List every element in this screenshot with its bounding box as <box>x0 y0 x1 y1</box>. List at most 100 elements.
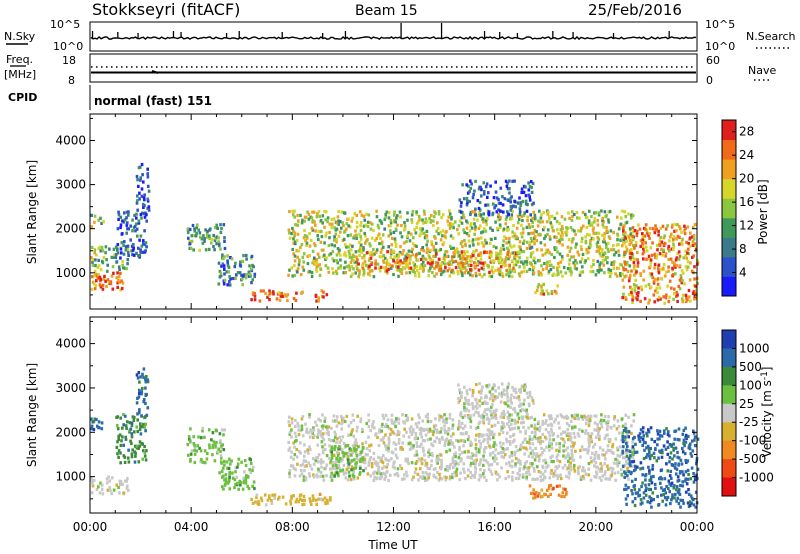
velocity-cell <box>658 433 662 437</box>
power-cell <box>424 220 427 224</box>
velocity-cell <box>290 435 293 439</box>
power-cell <box>620 263 623 267</box>
power-cell <box>630 292 634 296</box>
velocity-cell <box>537 459 541 463</box>
power-cell <box>441 213 445 217</box>
velocity-cell <box>431 433 435 437</box>
power-cell <box>693 222 697 227</box>
power-cell <box>315 269 319 273</box>
velocity-cell <box>367 425 371 429</box>
power-cell <box>501 274 505 278</box>
velocity-cell <box>338 447 341 451</box>
velocity-cell <box>471 407 475 411</box>
velocity-cell <box>463 424 467 428</box>
velocity-cell <box>530 430 534 435</box>
power-cell <box>560 215 564 219</box>
velocity-cell <box>630 431 633 435</box>
velocity-cell <box>541 422 544 426</box>
velocity-cell <box>565 474 568 478</box>
velocity-cell <box>623 487 626 491</box>
power-cell <box>590 265 593 269</box>
power-cell <box>684 249 687 253</box>
velocity-cell <box>491 386 495 390</box>
velocity-cell <box>362 469 365 473</box>
velocity-cell <box>651 464 655 468</box>
power-cell <box>139 248 142 252</box>
power-cell <box>482 212 485 216</box>
velocity-cell <box>556 453 560 457</box>
velocity-cell <box>349 433 353 437</box>
power-cell <box>332 271 335 275</box>
power-cell <box>359 235 362 239</box>
velocity-colorbar-tick-label: -1000 <box>739 471 774 485</box>
power-cell <box>288 231 291 235</box>
velocity-cell <box>647 487 651 491</box>
velocity-cell <box>201 429 204 433</box>
power-cell <box>317 255 321 259</box>
power-cell <box>579 245 583 249</box>
velocity-cell <box>592 445 595 449</box>
power-cell <box>430 214 433 218</box>
power-cell <box>679 227 682 231</box>
velocity-cell <box>402 434 405 438</box>
power-cell <box>461 273 464 278</box>
power-cell <box>555 246 558 250</box>
velocity-cell <box>531 477 534 481</box>
power-cell <box>434 241 438 245</box>
velocity-cell <box>219 454 223 458</box>
power-cell <box>406 234 409 238</box>
velocity-cell <box>680 462 684 466</box>
power-cell <box>469 263 473 267</box>
velocity-cell <box>658 437 661 441</box>
velocity-cell <box>414 432 418 436</box>
power-cell <box>125 231 128 235</box>
velocity-cell <box>493 423 497 427</box>
velocity-cell <box>479 433 482 437</box>
velocity-cell <box>666 445 670 450</box>
velocity-cell <box>251 501 255 505</box>
velocity-cell <box>303 464 307 468</box>
power-cell <box>595 242 599 246</box>
velocity-cell <box>559 432 563 436</box>
power-cell <box>94 284 98 288</box>
velocity-cell <box>363 461 367 465</box>
velocity-colorbar-tick-label: 1000 <box>739 341 770 355</box>
power-cell <box>642 247 645 251</box>
velocity-cell <box>693 444 697 448</box>
power-cell <box>352 258 355 263</box>
power-cell <box>463 261 467 266</box>
power-cell <box>558 221 561 226</box>
power-cell <box>117 210 120 214</box>
velocity-cell <box>495 416 498 420</box>
power-cell <box>316 234 319 238</box>
velocity-cell <box>503 447 506 452</box>
power-cell <box>449 234 453 238</box>
velocity-cell <box>379 459 382 463</box>
power-cell <box>253 292 256 296</box>
velocity-cell <box>322 424 325 428</box>
velocity-cell <box>244 463 248 468</box>
power-cell <box>575 216 579 220</box>
power-cell <box>630 241 633 245</box>
power-cell <box>93 220 96 224</box>
velocity-cell <box>626 494 629 498</box>
power-cell <box>631 300 634 304</box>
power-cell <box>119 256 122 260</box>
velocity-cell <box>340 427 343 431</box>
velocity-cell <box>556 434 560 438</box>
velocity-cell <box>395 417 398 421</box>
power-cell <box>375 248 379 252</box>
velocity-cell <box>516 472 520 476</box>
power-cell <box>624 245 628 249</box>
power-cell <box>110 274 114 278</box>
power-cell <box>415 265 419 269</box>
velocity-cell <box>370 465 374 469</box>
power-cell <box>187 227 190 231</box>
velocity-cell <box>387 459 391 463</box>
velocity-cell <box>341 468 345 472</box>
power-cell <box>538 220 542 224</box>
power-cell <box>509 270 512 274</box>
velocity-cell <box>536 427 539 431</box>
power-cell <box>467 271 470 275</box>
velocity-cell <box>307 431 310 435</box>
